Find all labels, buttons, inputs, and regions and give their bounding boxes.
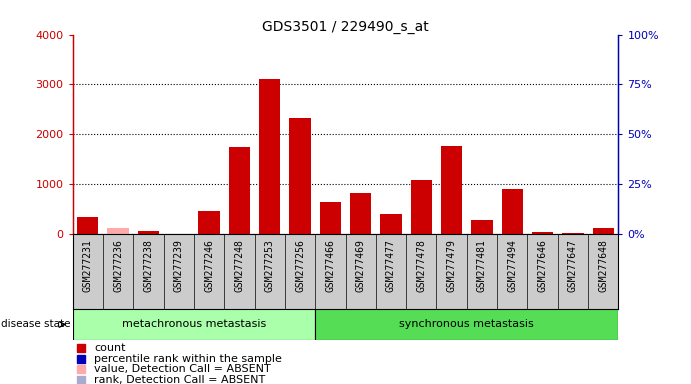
Bar	[502, 189, 523, 234]
Text: GSM277253: GSM277253	[265, 240, 275, 292]
Text: synchronous metastasis: synchronous metastasis	[399, 319, 534, 329]
Text: percentile rank within the sample: percentile rank within the sample	[95, 354, 282, 364]
Text: GSM277477: GSM277477	[386, 240, 396, 292]
Bar	[290, 118, 311, 234]
Text: GSM277481: GSM277481	[477, 240, 487, 292]
Text: GSM277479: GSM277479	[446, 240, 457, 292]
Bar	[380, 214, 401, 234]
Bar	[593, 228, 614, 234]
Text: GSM277469: GSM277469	[356, 240, 366, 292]
Text: GSM277478: GSM277478	[416, 240, 426, 292]
Bar	[315, 309, 618, 340]
Title: GDS3501 / 229490_s_at: GDS3501 / 229490_s_at	[262, 20, 429, 33]
Bar	[259, 79, 281, 234]
Bar	[410, 180, 432, 234]
Bar	[350, 193, 371, 234]
Text: GSM277647: GSM277647	[568, 240, 578, 292]
Bar	[107, 230, 129, 234]
Bar	[441, 146, 462, 234]
Bar	[107, 228, 129, 234]
Bar	[198, 211, 220, 234]
Text: count: count	[95, 343, 126, 353]
Bar	[229, 147, 250, 234]
Text: disease state: disease state	[1, 319, 71, 329]
Text: rank, Detection Call = ABSENT: rank, Detection Call = ABSENT	[95, 375, 265, 384]
Bar	[138, 231, 159, 234]
Text: GSM277238: GSM277238	[143, 240, 153, 292]
Text: GSM277248: GSM277248	[234, 240, 245, 292]
Text: GSM277236: GSM277236	[113, 240, 123, 292]
Text: GSM277231: GSM277231	[83, 240, 93, 292]
Bar	[77, 217, 98, 234]
Text: GSM277256: GSM277256	[295, 240, 305, 292]
Bar	[73, 309, 315, 340]
Text: GSM277648: GSM277648	[598, 240, 608, 292]
Bar	[320, 202, 341, 234]
Text: GSM277646: GSM277646	[538, 240, 548, 292]
Text: metachronous metastasis: metachronous metastasis	[122, 319, 266, 329]
Text: GSM277494: GSM277494	[507, 240, 518, 292]
Text: GSM277239: GSM277239	[173, 240, 184, 292]
Bar	[532, 232, 553, 234]
Text: GSM277466: GSM277466	[325, 240, 335, 292]
Bar	[471, 220, 493, 234]
Text: value, Detection Call = ABSENT: value, Detection Call = ABSENT	[95, 364, 271, 374]
Bar	[562, 233, 584, 234]
Text: GSM277246: GSM277246	[204, 240, 214, 292]
